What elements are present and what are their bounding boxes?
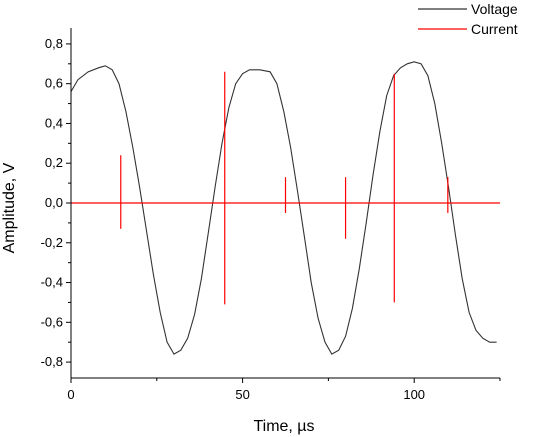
- y-tick-label: 0,8: [45, 36, 63, 51]
- y-tick-label: -0,6: [41, 314, 63, 329]
- x-tick-label: 100: [403, 387, 425, 402]
- legend: Voltage Current: [418, 1, 518, 37]
- x-tick-label: 50: [235, 387, 249, 402]
- y-tick-label: -0,4: [41, 275, 63, 290]
- ticks: -0,8 -0,6 -0,4 -0,2 0,0 0,2 0,4 0,6 0,8 0 50 100: [41, 36, 501, 402]
- y-tick-label: 0,6: [45, 76, 63, 91]
- y-tick-label: 0,0: [45, 195, 63, 210]
- y-tick-label: 0,2: [45, 155, 63, 170]
- y-tick-label: -0,8: [41, 354, 63, 369]
- series-voltage-line: [70, 61, 497, 355]
- legend-label-voltage: Voltage: [471, 1, 518, 17]
- plot-area: [70, 61, 500, 355]
- y-tick-label: -0,2: [41, 235, 63, 250]
- x-axis-title: Time, µs: [253, 418, 314, 435]
- x-tick-label: 0: [67, 387, 74, 402]
- legend-label-current: Current: [471, 21, 518, 37]
- y-tick-label: 0,4: [45, 115, 63, 130]
- y-axis-title: Amplitude, V: [1, 162, 18, 253]
